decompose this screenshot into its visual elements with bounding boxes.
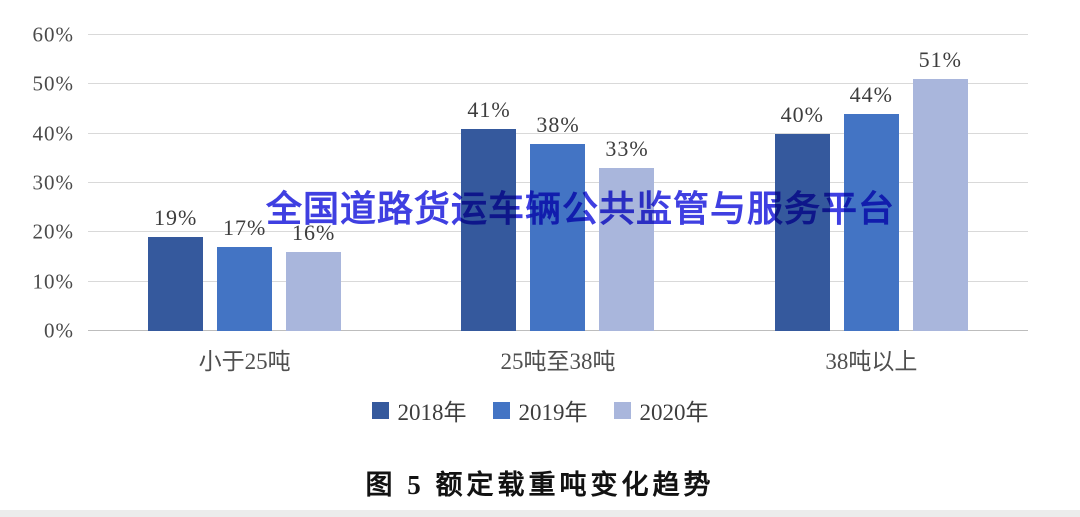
- bar: 41%: [461, 97, 517, 331]
- legend-label: 2018年: [397, 400, 467, 425]
- bar-value-label: 38%: [536, 111, 580, 137]
- legend-swatch: [492, 401, 510, 419]
- legend-label: 2019年: [518, 400, 588, 425]
- legend-label: 2020年: [639, 400, 709, 425]
- legend-item: 2019年: [492, 393, 588, 427]
- watermark: 全国道路货运车辆公共监管与服务平台: [266, 189, 896, 230]
- category-label: 小于25吨: [198, 349, 291, 374]
- legend: 2018年 2019年 2020年: [0, 393, 1080, 427]
- y-axis-tick-label: 0%: [44, 318, 74, 343]
- bar: 33%: [599, 136, 655, 331]
- bar: 44%: [843, 82, 899, 331]
- gridline: [88, 83, 1028, 85]
- legend-item: 2018年: [371, 393, 467, 427]
- y-axis-tick-label: 60%: [32, 22, 74, 47]
- bar-group: 41% 38% 33% 25吨至38吨: [461, 35, 655, 374]
- category-label: 25吨至38吨: [500, 349, 616, 374]
- bar-value-label: 51%: [918, 47, 962, 73]
- plot-area: 19% 17% 16% 小于25吨 41% 38% 33% 25吨至38吨 40% 44% 51% 3…: [88, 34, 1028, 374]
- bar: 51%: [912, 47, 968, 331]
- legend-swatch: [613, 401, 631, 419]
- bar-value-label: 40%: [780, 101, 824, 127]
- y-axis-tick-label: 30%: [32, 170, 74, 195]
- bar-value-label: 16%: [291, 220, 336, 246]
- bar: 38%: [530, 112, 586, 331]
- bottom-edge-line: [0, 510, 1080, 517]
- figure-caption: 图 5 额定载重吨变化趋势: [365, 470, 715, 500]
- y-axis: 0% 10% 20% 30% 40% 50% 60%: [0, 23, 80, 343]
- gridline: [88, 132, 1028, 134]
- bar: 19%: [148, 205, 204, 331]
- bar: 40%: [774, 102, 830, 331]
- y-axis-tick-label: 20%: [32, 219, 74, 244]
- bar-value-label: 33%: [605, 136, 649, 162]
- gridline: [88, 34, 1028, 35]
- bar: 16%: [286, 220, 342, 331]
- bar-value-label: 17%: [222, 215, 267, 241]
- category-label: 38吨以上: [825, 349, 918, 374]
- y-axis-tick-label: 40%: [32, 121, 74, 146]
- bar-group: 19% 17% 16% 小于25吨: [148, 35, 342, 374]
- y-axis-tick-label: 50%: [32, 71, 74, 96]
- bar-value-label: 41%: [467, 96, 511, 122]
- legend-swatch: [371, 401, 389, 419]
- bar-value-label: 19%: [153, 205, 198, 231]
- bar-value-label: 44%: [849, 81, 893, 107]
- bar: 17%: [217, 215, 273, 331]
- bar-group: 40% 44% 51% 38吨以上: [774, 35, 968, 374]
- legend-item: 2020年: [613, 393, 709, 427]
- y-axis-tick-label: 10%: [32, 269, 74, 294]
